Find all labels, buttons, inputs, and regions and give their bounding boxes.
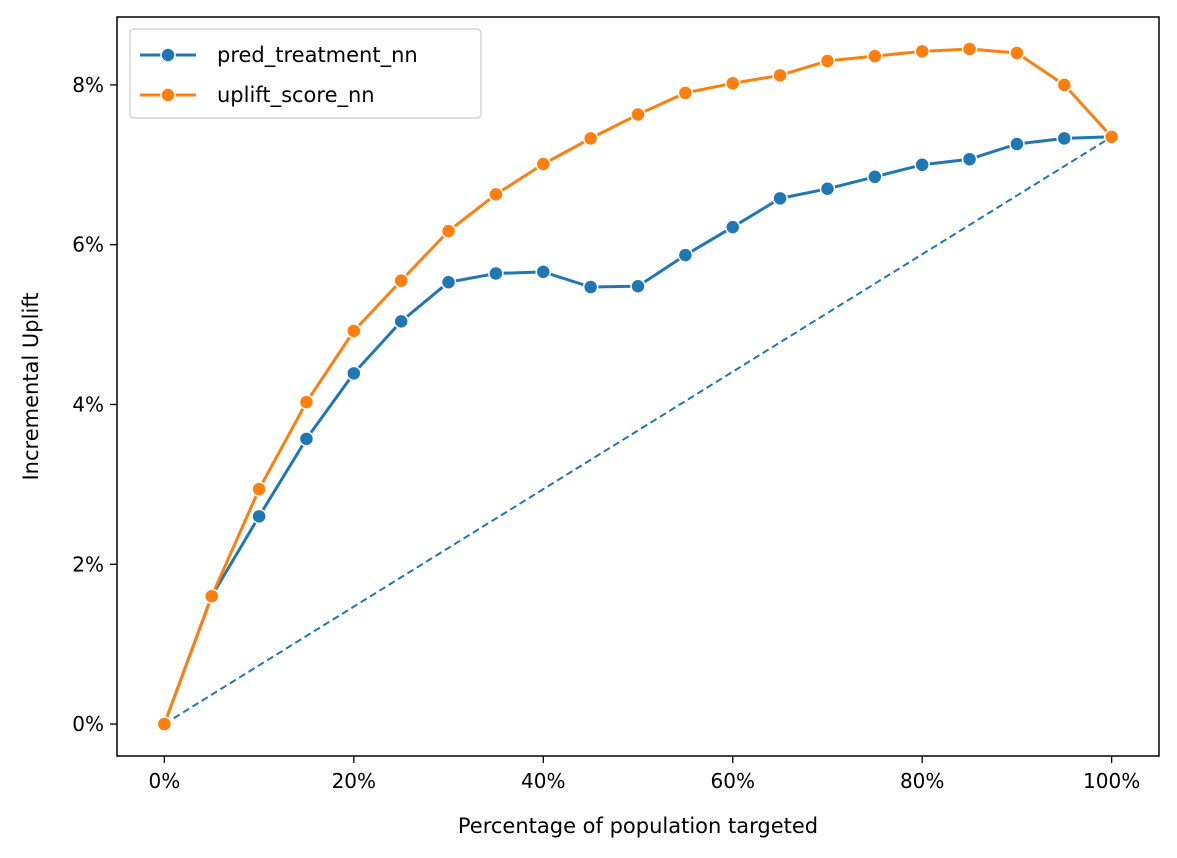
data-point — [535, 264, 552, 280]
data-point — [630, 106, 646, 123]
data-point — [867, 169, 883, 185]
data-point — [772, 67, 788, 84]
y-axis-label: Incremental Uplift — [19, 292, 43, 480]
data-point — [251, 481, 267, 497]
data-point — [393, 272, 409, 289]
data-point — [488, 186, 504, 203]
data-point — [630, 278, 646, 294]
x-tick-label: 40% — [521, 769, 565, 793]
data-point — [961, 151, 978, 167]
legend-label: pred_treatment_nn — [217, 43, 418, 68]
x-tick-label: 20% — [332, 769, 376, 793]
data-point — [156, 716, 173, 732]
x-tick-label: 80% — [900, 769, 944, 793]
x-tick-label: 0% — [148, 769, 180, 793]
legend-marker — [160, 47, 176, 63]
data-point — [819, 53, 836, 69]
legend-label: uplift_score_nn — [217, 83, 375, 108]
data-point — [346, 365, 362, 382]
data-point — [440, 274, 457, 290]
x-tick-label: 60% — [711, 769, 755, 793]
data-point — [582, 130, 599, 147]
plot-area — [156, 41, 1120, 732]
data-point — [1056, 130, 1073, 147]
data-point — [914, 157, 930, 173]
series-uplift-score-nn — [156, 41, 1120, 732]
data-point — [1056, 77, 1073, 93]
data-point — [914, 43, 930, 60]
y-axis: 0% 2% 4% 6% 8% — [72, 73, 117, 736]
data-point — [961, 41, 978, 57]
data-point — [488, 265, 504, 282]
data-point — [346, 323, 362, 339]
data-point — [677, 247, 694, 263]
data-point — [772, 190, 788, 207]
data-point — [535, 156, 552, 172]
random-baseline-line — [163, 135, 1113, 725]
data-point — [677, 85, 694, 101]
series-pred-treatment-nn — [156, 129, 1120, 732]
data-point — [582, 279, 599, 295]
data-point — [298, 394, 315, 410]
data-point — [724, 75, 741, 92]
data-point — [724, 219, 741, 235]
y-tick-label: 6% — [72, 233, 104, 257]
y-tick-label: 0% — [72, 712, 104, 736]
data-point — [867, 48, 883, 64]
data-point — [1103, 129, 1120, 145]
y-tick-label: 2% — [72, 552, 104, 576]
series-line — [162, 47, 1113, 725]
data-point — [1009, 136, 1025, 152]
data-point — [393, 313, 409, 330]
legend-item-uplift-score-nn: uplift_score_nn — [140, 83, 375, 108]
legend-marker — [160, 87, 176, 103]
x-tick-label: 100% — [1083, 769, 1140, 793]
data-point — [251, 508, 267, 525]
data-point — [298, 431, 315, 447]
legend: pred_treatment_nn uplift_score_nn — [129, 28, 482, 119]
y-tick-label: 4% — [72, 392, 104, 416]
x-axis: 0% 20% 40% 60% 80% 100% — [148, 756, 1140, 793]
data-point — [203, 588, 220, 604]
legend-box — [129, 28, 482, 119]
data-point — [819, 181, 836, 197]
axes-frame — [116, 16, 1160, 757]
data-point — [1009, 45, 1025, 61]
data-point — [440, 223, 457, 239]
legend-item-pred-treatment-nn: pred_treatment_nn — [140, 43, 418, 68]
x-axis-label: Percentage of population targeted — [458, 814, 818, 838]
y-tick-label: 8% — [72, 73, 104, 97]
